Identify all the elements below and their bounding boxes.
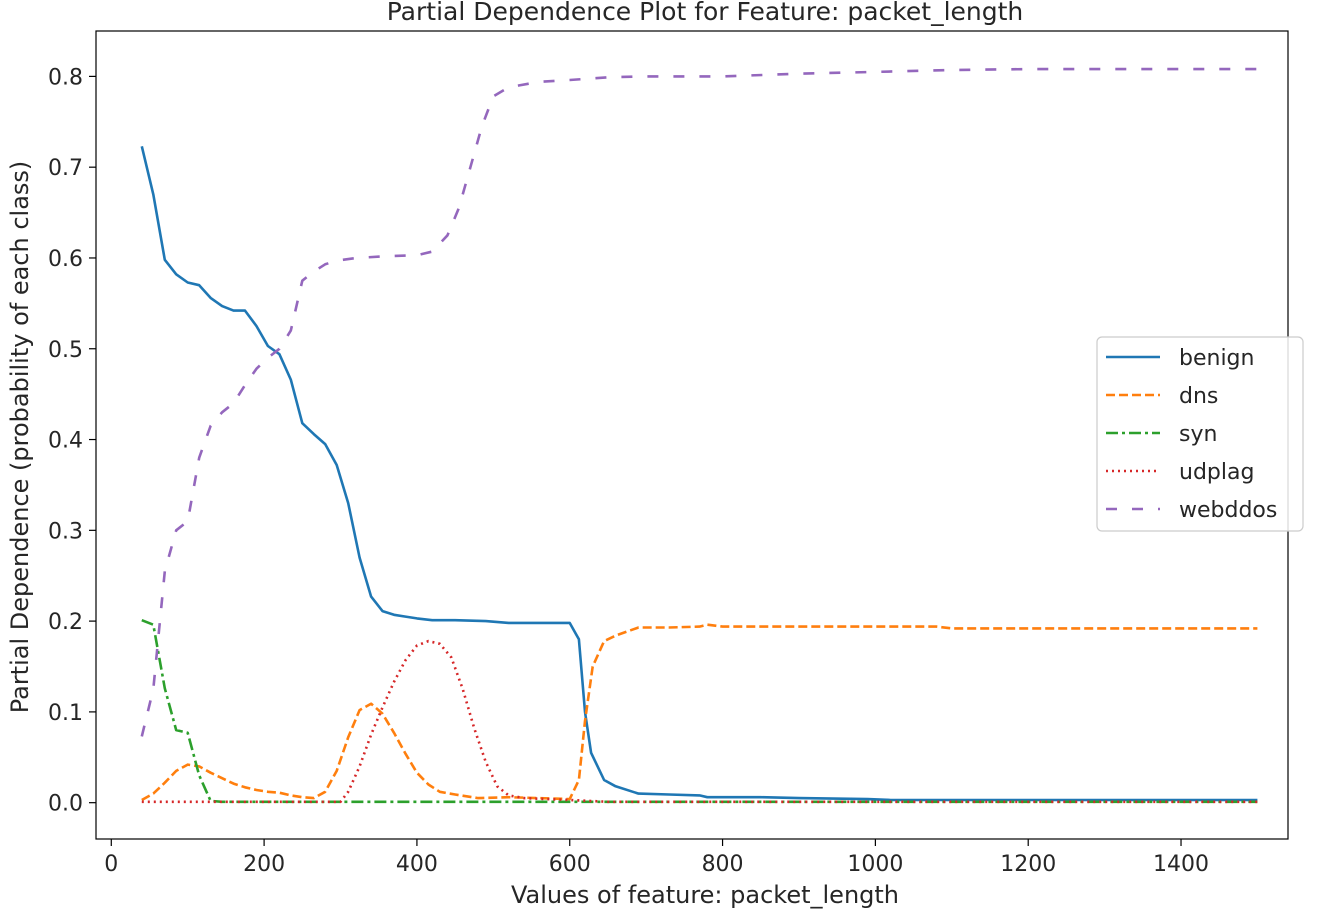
legend: benign dns syn udplag webddos bbox=[1096, 336, 1304, 532]
x-tick-label: 600 bbox=[549, 852, 591, 877]
series-line-webddos bbox=[140, 67, 1258, 737]
x-tick-label: 1400 bbox=[1153, 852, 1209, 877]
y-axis-ticks: 0.0 0.1 0.2 0.3 0.4 0.5 0.6 0.7 0.8 bbox=[48, 65, 96, 817]
y-tick-label: 0.3 bbox=[48, 519, 83, 544]
y-tick-label: 0.5 bbox=[48, 338, 83, 363]
y-tick-label: 0.6 bbox=[48, 247, 83, 272]
x-tick-label: 800 bbox=[702, 852, 744, 877]
legend-label-udplag: udplag bbox=[1179, 460, 1254, 485]
series-line-benign bbox=[140, 145, 1258, 802]
y-tick-label: 0.0 bbox=[48, 792, 83, 817]
y-tick-label: 0.7 bbox=[48, 156, 83, 181]
legend-box bbox=[1096, 336, 1304, 532]
x-tick-label: 1000 bbox=[847, 852, 903, 877]
series-line-syn bbox=[141, 618, 1258, 804]
legend-label-syn: syn bbox=[1179, 422, 1217, 447]
x-tick-label: 1200 bbox=[1000, 852, 1056, 877]
x-axis-ticks: 0 200 400 600 800 1000 1200 1400 bbox=[104, 839, 1209, 877]
y-axis-label: Partial Dependence (probability of each … bbox=[6, 161, 34, 714]
y-tick-label: 0.1 bbox=[48, 701, 83, 726]
y-tick-label: 0.2 bbox=[48, 610, 83, 635]
legend-label-webddos: webddos bbox=[1179, 498, 1277, 523]
legend-label-benign: benign bbox=[1179, 346, 1254, 371]
y-tick-label: 0.8 bbox=[48, 65, 83, 90]
series-line-dns bbox=[141, 623, 1258, 802]
chart-title: Partial Dependence Plot for Feature: pac… bbox=[387, 0, 1024, 26]
series-line-udplag bbox=[141, 639, 1258, 804]
x-tick-label: 0 bbox=[104, 852, 118, 877]
series-layer bbox=[140, 67, 1258, 804]
legend-items: benign dns syn udplag webddos bbox=[1106, 346, 1277, 523]
x-tick-label: 400 bbox=[396, 852, 438, 877]
y-tick-label: 0.4 bbox=[48, 429, 83, 454]
x-tick-label: 200 bbox=[243, 852, 285, 877]
legend-label-dns: dns bbox=[1179, 384, 1218, 409]
x-axis-label: Values of feature: packet_length bbox=[511, 881, 899, 909]
